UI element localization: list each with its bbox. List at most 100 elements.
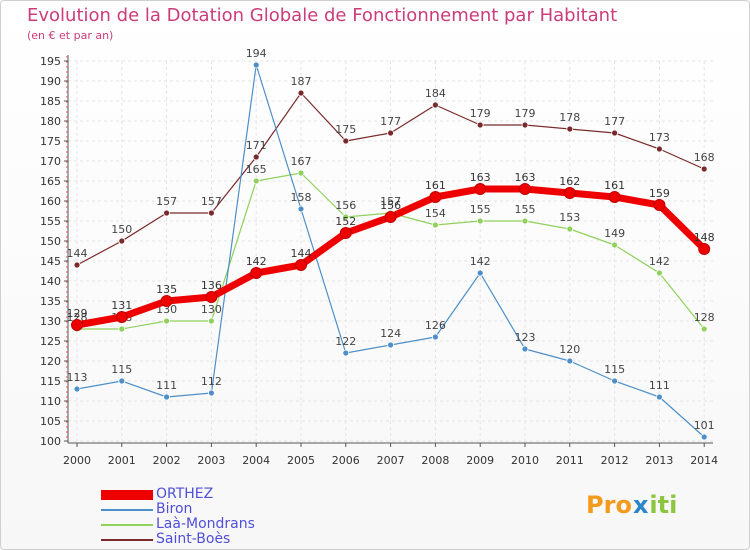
data-point-la-mondrans-2006: [342, 213, 350, 221]
data-point-saint-bo-s-2010: [521, 121, 529, 129]
y-tick-label-175: 175: [40, 135, 61, 148]
data-label-orthez-2000: 129: [67, 307, 88, 320]
chart-title: Evolution de la Dotation Globale de Fonc…: [27, 5, 618, 26]
y-tick-label-145: 145: [40, 255, 61, 268]
data-label-orthez-2004: 142: [246, 255, 267, 268]
legend-label-biron: Biron: [156, 501, 193, 517]
data-point-saint-bo-s-2004: [252, 153, 260, 161]
x-tick-label-2010: 2010: [511, 454, 539, 467]
data-label-la-mondrans-2011: 153: [559, 211, 580, 224]
data-label-saint-bo-s-2007: 177: [380, 115, 401, 128]
logo-letter: o: [615, 491, 632, 519]
data-point-biron-2009: [476, 269, 484, 277]
data-label-biron-2014: 101: [694, 419, 715, 432]
logo-letter: P: [586, 491, 604, 519]
data-point-orthez-2012: [608, 191, 621, 203]
data-label-biron-2000: 113: [67, 371, 88, 384]
legend-swatch-orthez: [101, 489, 153, 500]
x-tick-label-2006: 2006: [332, 454, 360, 467]
data-label-saint-bo-s-2010: 179: [515, 107, 536, 120]
data-label-biron-2007: 124: [380, 327, 401, 340]
chart-legend: ORTHEZ Biron Laà-Mondrans Saint-Boès: [101, 487, 255, 547]
data-label-biron-2004: 194: [246, 47, 267, 60]
data-label-orthez-2002: 135: [156, 283, 177, 296]
data-point-saint-bo-s-2006: [342, 137, 350, 145]
x-tick-label-2002: 2002: [153, 454, 181, 467]
data-point-orthez-2007: [384, 211, 397, 223]
data-point-orthez-2005: [295, 259, 307, 271]
y-tick-label-185: 185: [40, 95, 61, 108]
data-label-orthez-2001: 131: [111, 299, 132, 312]
data-label-orthez-2005: 144: [291, 247, 312, 260]
data-point-saint-bo-s-2013: [656, 145, 663, 153]
proxiti-logo: Proxiti: [586, 491, 677, 519]
data-point-orthez-2004: [250, 267, 263, 279]
data-label-saint-bo-s-2009: 179: [470, 107, 491, 120]
data-label-orthez-2010: 163: [515, 171, 536, 184]
data-point-la-mondrans-2014: [700, 325, 708, 333]
legend-item-biron: Biron: [101, 502, 255, 517]
data-point-orthez-2011: [563, 187, 576, 199]
data-point-biron-2012: [611, 377, 618, 385]
data-point-la-mondrans-2011: [566, 225, 574, 233]
chart-subtitle: (en € et par an): [27, 29, 114, 42]
data-point-la-mondrans-2008: [431, 221, 439, 229]
data-point-la-mondrans-2001: [118, 325, 126, 333]
data-point-saint-bo-s-2001: [118, 237, 126, 245]
legend-item-saint-bo-s: Saint-Boès: [101, 532, 255, 547]
data-label-orthez-2013: 159: [649, 187, 670, 200]
data-point-la-mondrans-2004: [252, 177, 260, 185]
data-label-saint-bo-s-2008: 184: [425, 87, 446, 100]
legend-swatch-saint-bo-s: [101, 538, 153, 541]
data-point-orthez-2013: [653, 199, 666, 211]
data-label-orthez-2009: 163: [470, 171, 491, 184]
y-tick-label-150: 150: [40, 235, 61, 248]
legend-item-la-mondrans: Laà-Mondrans: [101, 517, 255, 532]
data-label-saint-bo-s-2004: 171: [246, 139, 267, 152]
x-tick-label-2005: 2005: [287, 454, 315, 467]
data-label-biron-2013: 111: [649, 379, 670, 392]
data-point-saint-bo-s-2007: [387, 129, 395, 137]
data-label-la-mondrans-2007: 157: [380, 195, 401, 208]
legend-label-orthez: ORTHEZ: [156, 486, 214, 502]
data-label-biron-2012: 115: [604, 363, 625, 376]
data-label-orthez-2008: 161: [425, 179, 446, 192]
data-label-orthez-2014: 148: [694, 231, 715, 244]
y-tick-label-195: 195: [40, 55, 61, 68]
data-point-orthez-2001: [115, 311, 128, 323]
data-point-orthez-2000: [71, 319, 83, 331]
data-point-saint-bo-s-2008: [431, 101, 439, 109]
data-label-biron-2008: 126: [425, 319, 446, 332]
data-point-orthez-2010: [519, 183, 531, 195]
data-label-la-mondrans-2010: 155: [515, 203, 536, 216]
logo-letter: x: [632, 491, 649, 519]
data-point-la-mondrans-2012: [611, 241, 618, 249]
data-label-saint-bo-s-2006: 175: [335, 123, 356, 136]
y-tick-label-165: 165: [40, 175, 61, 188]
logo-letter: t: [657, 491, 670, 519]
data-label-la-mondrans-2013: 142: [649, 255, 670, 268]
series-biron: 113 115 111 112 194 158 122 124 126 142 123 120 115 1…: [67, 47, 715, 441]
data-point-orthez-2009: [474, 183, 487, 195]
y-tick-label-155: 155: [40, 215, 61, 228]
data-point-orthez-2003: [205, 291, 218, 303]
y-tick-label-125: 125: [40, 335, 61, 348]
data-label-biron-2005: 158: [291, 191, 312, 204]
y-tick-label-130: 130: [40, 315, 61, 328]
data-point-biron-2005: [297, 205, 305, 213]
y-tick-label-190: 190: [40, 75, 61, 88]
x-tick-label-2013: 2013: [645, 454, 673, 467]
data-label-saint-bo-s-2005: 187: [291, 75, 312, 88]
data-point-biron-2007: [387, 341, 395, 349]
data-point-saint-bo-s-2012: [611, 129, 618, 137]
x-tick-label-2004: 2004: [242, 454, 270, 467]
data-label-la-mondrans-2009: 155: [470, 203, 491, 216]
data-label-la-mondrans-2004: 165: [246, 163, 267, 176]
data-point-saint-bo-s-2000: [73, 261, 81, 269]
y-tick-label-170: 170: [40, 155, 61, 168]
data-label-biron-2011: 120: [559, 343, 580, 356]
x-tick-label-2012: 2012: [601, 454, 629, 467]
data-point-la-mondrans-2010: [521, 217, 529, 225]
data-point-la-mondrans-2013: [656, 269, 663, 277]
